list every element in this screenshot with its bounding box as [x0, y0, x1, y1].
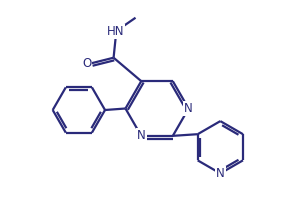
Text: N: N — [184, 102, 193, 115]
Text: O: O — [82, 57, 91, 70]
Text: N: N — [216, 167, 225, 180]
Text: N: N — [137, 129, 146, 142]
Text: HN: HN — [107, 25, 124, 38]
